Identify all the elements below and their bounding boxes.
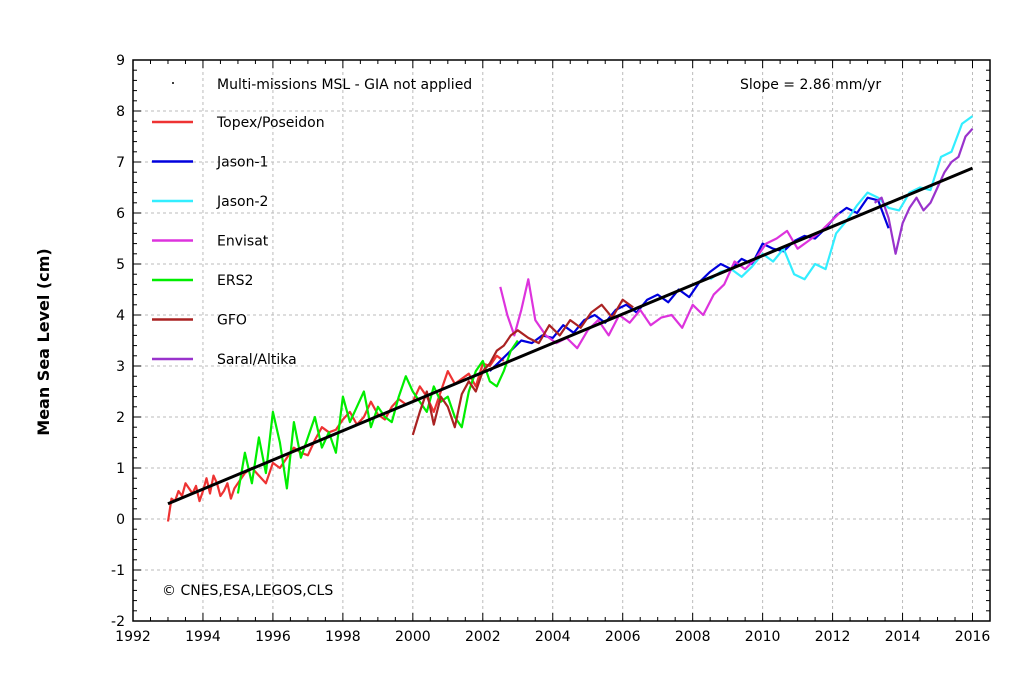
series-line-saral-altika [873,128,974,255]
legend-header-label: Multi-missions MSL - GIA not applied [217,77,472,93]
x-tick-label: 2016 [955,629,991,645]
series-layer [166,115,974,522]
x-tick-label: 2010 [745,629,781,645]
y-tick-label: 3 [116,359,125,375]
y-tick-label: 2 [116,410,125,426]
y-tick-label: 1 [116,461,125,477]
plot-frame [132,59,991,622]
x-tick-label: 2002 [465,629,501,645]
y-tick-label: 6 [116,206,125,222]
x-tick-label: 2000 [395,629,431,645]
x-tick-label: 1994 [185,629,221,645]
x-tick-label: 1992 [115,629,151,645]
legend-label-topex-poseidon: Topex/Poseidon [216,115,325,131]
slope-annotation: Slope = 2.86 mm/yr [740,77,881,93]
legend-label-saral-altika: Saral/Altika [217,352,297,368]
legend-label-jason-1: Jason-1 [216,155,268,171]
y-axis-label: Mean Sea Level (cm) [34,248,53,435]
y-tick-label: 0 [116,512,125,528]
y-tick-label: 9 [116,53,125,69]
x-tick-label: 1998 [325,629,361,645]
legend: Multi-missions MSL - GIA not applied Tope… [152,77,472,368]
x-tick-label: 2004 [535,629,571,645]
axis-layer: 1992 1994 1996 1998 2000 2002 2004 2006 2008 2010… [111,53,991,645]
y-tick-label: -1 [111,563,125,579]
x-tick-label: 2008 [675,629,711,645]
legend-label-gfo: GFO [217,313,247,329]
y-tick-label: -2 [111,614,125,630]
legend-label-envisat: Envisat [217,234,269,250]
y-tick-label: 4 [116,308,125,324]
series-line-gfo [411,298,634,436]
y-tick-label: 5 [116,257,125,273]
legend-label-ers2: ERS2 [217,273,253,289]
x-tick-label: 1996 [255,629,291,645]
series-line-envisat [499,212,841,350]
credit-annotation: © CNES,ESA,LEGOS,CLS [162,583,333,599]
grid-layer [133,60,990,621]
y-tick-label: 7 [116,155,125,171]
y-tick-label: 8 [116,104,125,120]
legend-marker-msl [172,82,174,84]
legend-label-jason-2: Jason-2 [216,194,268,210]
series-line-jason-2 [709,115,974,281]
x-tick-label: 2006 [605,629,641,645]
x-tick-label: 2014 [885,629,921,645]
x-tick-label: 2012 [815,629,851,645]
trend-line [167,166,974,506]
series-line-topex-poseidon [166,354,505,522]
